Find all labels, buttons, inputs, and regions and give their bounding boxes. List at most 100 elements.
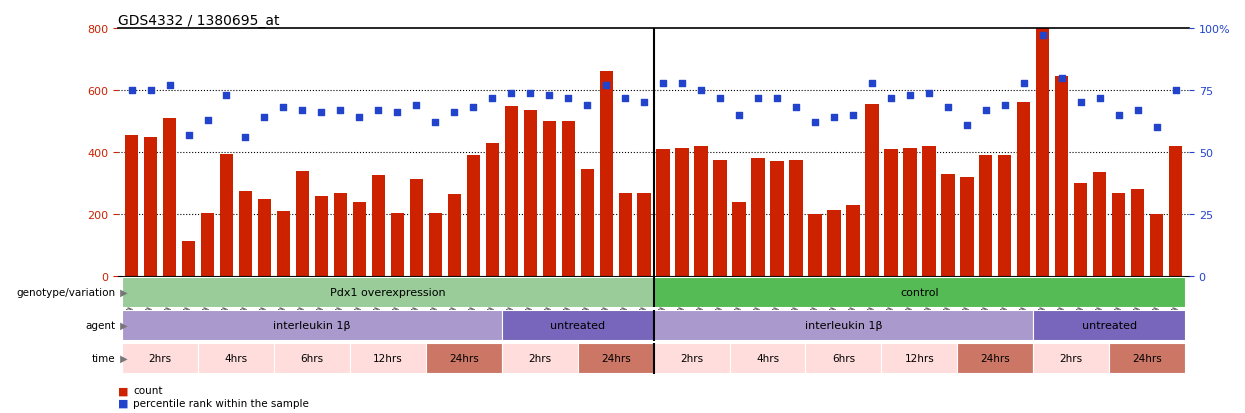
Point [141,88,161,94]
Point [1071,100,1091,107]
Point [806,120,825,126]
Point [691,88,711,94]
Text: 24hrs: 24hrs [1133,353,1162,363]
Bar [713,161,727,277]
Text: 4hrs: 4hrs [224,353,248,363]
Text: 24hrs: 24hrs [449,353,478,363]
Point [1147,125,1167,131]
Point [387,110,407,116]
Point [1013,80,1033,87]
Point [274,105,294,112]
Point [463,105,483,112]
Text: 12hrs: 12hrs [374,353,402,363]
Bar [881,344,957,373]
Bar [960,178,974,277]
Bar [1055,77,1068,277]
Bar [144,137,157,277]
Bar [524,111,537,277]
Text: 2hrs: 2hrs [680,353,703,363]
Text: 2hrs: 2hrs [528,353,552,363]
Text: control: control [900,287,939,297]
Text: untreated: untreated [550,320,605,330]
Bar [334,193,347,277]
Point [881,95,901,102]
Bar [789,161,803,277]
Bar [806,344,881,373]
Bar [124,136,138,277]
Point [672,80,692,87]
Bar [561,122,575,277]
Bar [1093,173,1107,277]
Bar [352,202,366,277]
Point [615,95,635,102]
Bar [941,174,955,277]
Bar [1109,344,1185,373]
Bar [600,72,613,277]
Text: GDS4332 / 1380695_at: GDS4332 / 1380695_at [118,14,280,28]
Bar [923,147,935,277]
Point [919,90,939,97]
Text: 6hrs: 6hrs [300,353,324,363]
Bar [676,148,688,277]
Point [596,83,616,89]
Text: ▶: ▶ [117,353,128,363]
Bar [619,193,631,277]
Point [444,110,464,116]
Text: 4hrs: 4hrs [756,353,779,363]
Point [178,132,198,139]
Point [634,100,654,107]
Bar [543,122,555,277]
Bar [276,211,290,277]
Bar [1017,103,1031,277]
Bar [428,213,442,277]
Bar [884,150,898,277]
Point [1052,75,1072,82]
Bar [1033,311,1185,340]
Point [159,83,179,89]
Bar [957,344,1033,373]
Point [558,95,578,102]
Bar [904,148,916,277]
Point [406,102,426,109]
Point [578,102,598,109]
Text: 24hrs: 24hrs [601,353,630,363]
Point [254,115,274,121]
Bar [732,202,746,277]
Bar [1074,184,1087,277]
Point [995,102,1015,109]
Bar [637,193,651,277]
Bar [654,278,1185,307]
Bar [486,143,499,277]
Point [786,105,806,112]
Bar [808,215,822,277]
Text: untreated: untreated [1082,320,1137,330]
Point [1165,88,1185,94]
Point [482,95,502,102]
Bar [448,195,461,277]
Text: ▶: ▶ [117,287,128,297]
Bar [654,311,1033,340]
Text: interleukin 1β: interleukin 1β [804,320,883,330]
Point [520,90,540,97]
Bar [828,210,840,277]
Bar [656,150,670,277]
Bar [426,344,502,373]
Point [710,95,730,102]
Point [900,93,920,99]
Text: 24hrs: 24hrs [981,353,1010,363]
Text: ▶: ▶ [117,320,128,330]
Bar [182,241,195,277]
Bar [467,156,479,277]
Bar [730,344,806,373]
Point [350,115,370,121]
Text: 2hrs: 2hrs [148,353,172,363]
Point [937,105,957,112]
Bar [504,106,518,277]
Point [730,112,749,119]
Bar [980,156,992,277]
Point [293,107,312,114]
Point [1033,33,1053,40]
Bar [315,196,327,277]
Bar [502,311,654,340]
Point [748,95,768,102]
